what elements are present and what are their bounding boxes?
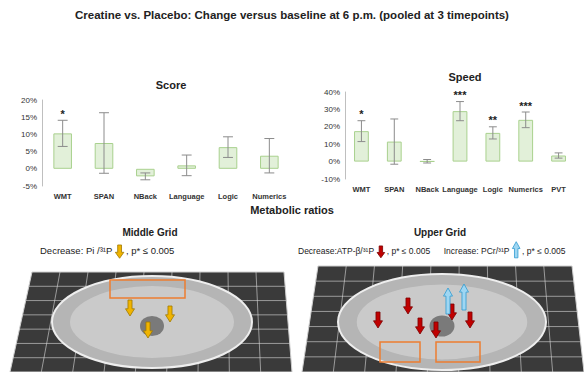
- svg-text:20%: 20%: [21, 96, 37, 105]
- svg-text:*: *: [359, 108, 364, 120]
- svg-text:Logic: Logic: [218, 192, 238, 201]
- svg-text:WMT: WMT: [352, 185, 370, 194]
- svg-text:**: **: [489, 114, 498, 126]
- svg-text:30%: 30%: [324, 105, 340, 114]
- svg-text:Speed: Speed: [448, 71, 481, 83]
- svg-text:Decrease: Pi /³¹P: Decrease: Pi /³¹P: [40, 245, 112, 256]
- svg-text:PVT: PVT: [551, 185, 566, 194]
- svg-text:, p* ≤ 0.005: , p* ≤ 0.005: [126, 245, 175, 256]
- svg-text:15%: 15%: [21, 113, 37, 122]
- svg-text:SPAN: SPAN: [94, 192, 114, 201]
- svg-text:-10%: -10%: [321, 175, 340, 184]
- svg-text:, p* ≤ 0.005: , p* ≤ 0.005: [522, 246, 566, 256]
- svg-text:-5%: -5%: [23, 182, 37, 191]
- svg-text:10%: 10%: [21, 130, 37, 139]
- svg-text:NBack: NBack: [415, 185, 439, 194]
- svg-text:0%: 0%: [328, 157, 340, 166]
- svg-text:Score: Score: [156, 79, 187, 91]
- svg-text:Language: Language: [442, 185, 477, 194]
- svg-text:Increase: PCr/³¹P: Increase: PCr/³¹P: [444, 246, 510, 256]
- svg-text:Decrease:ATP-β/³¹P: Decrease:ATP-β/³¹P: [298, 246, 374, 256]
- svg-text:, p* ≤ 0.005: , p* ≤ 0.005: [387, 246, 431, 256]
- svg-text:Numerics: Numerics: [509, 185, 543, 194]
- svg-text:5%: 5%: [25, 147, 37, 156]
- svg-text:***: ***: [519, 100, 533, 112]
- svg-text:Numerics: Numerics: [252, 192, 286, 201]
- svg-text:Metabolic ratios: Metabolic ratios: [250, 204, 334, 216]
- svg-text:***: ***: [454, 89, 468, 101]
- svg-text:40%: 40%: [324, 88, 340, 97]
- svg-text:*: *: [61, 108, 66, 120]
- svg-text:WMT: WMT: [54, 192, 72, 201]
- svg-text:Language: Language: [169, 192, 204, 201]
- svg-text:Creatine vs. Placebo: Change v: Creatine vs. Placebo: Change versus base…: [75, 9, 509, 21]
- svg-text:10%: 10%: [324, 140, 340, 149]
- svg-text:0%: 0%: [25, 164, 37, 173]
- svg-text:20%: 20%: [324, 122, 340, 131]
- svg-text:SPAN: SPAN: [384, 185, 404, 194]
- svg-text:NBack: NBack: [134, 192, 158, 201]
- svg-text:Upper Grid: Upper Grid: [414, 227, 466, 238]
- svg-text:Logic: Logic: [483, 185, 503, 194]
- svg-text:Middle Grid: Middle Grid: [123, 227, 178, 238]
